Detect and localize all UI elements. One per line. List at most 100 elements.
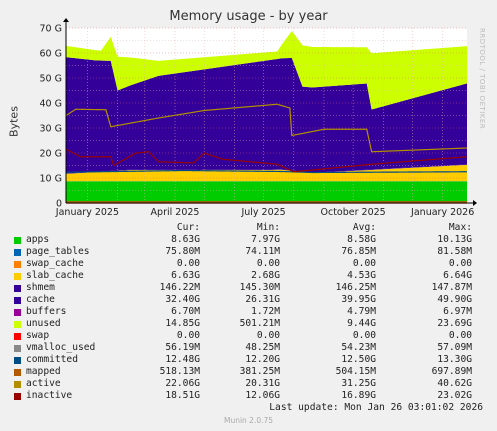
legend-value-min: 2.68G	[251, 270, 280, 281]
legend-label: cache	[26, 294, 55, 305]
legend-value-min: 26.31G	[245, 294, 280, 305]
line-committed	[65, 169, 467, 174]
legend-label: swap_cache	[26, 258, 84, 269]
legend-value-avg: 9.44G	[347, 318, 376, 329]
legend-value-min: 48.25M	[245, 342, 280, 353]
legend-value-cur: 18.51G	[165, 390, 200, 401]
legend-value-avg: 39.95G	[341, 294, 376, 305]
chart-title: Memory usage - by year	[169, 9, 328, 24]
legend-header-min: Min:	[256, 222, 280, 233]
legend-value-min: 0.00	[256, 258, 280, 269]
legend-row-swap: swap 0.00 0.00 0.00 0.00	[0, 330, 497, 342]
legend-label: active	[26, 378, 61, 389]
legend-label: shmem	[26, 282, 55, 293]
tick-labels: 0 10 G 20 G 30 G 40 G 50 G 60 G 70 G January 202…	[40, 24, 475, 219]
legend-value-avg: 12.50G	[341, 354, 376, 365]
legend-swatch	[14, 369, 21, 376]
legend-value-min: 74.11M	[245, 246, 280, 257]
y-tick-label: 70 G	[40, 24, 62, 35]
legend-value-min: 145.30M	[239, 282, 280, 293]
area-cache	[66, 57, 467, 174]
legend-value-max: 57.09M	[437, 342, 472, 353]
x-tick-label: October 2025	[321, 207, 386, 218]
legend-label: apps	[26, 234, 50, 245]
legend-row-mapped: mapped 518.13M 381.25M 504.15M 697.89M	[0, 366, 497, 378]
munin-version: Munin 2.0.75	[223, 416, 274, 425]
legend-header-cur: Cur:	[176, 222, 200, 233]
y-tick-label: 20 G	[40, 149, 62, 160]
legend-label: mapped	[26, 366, 61, 377]
y-tick-label: 0	[56, 199, 62, 210]
legend-label: vmalloc_used	[26, 342, 96, 353]
stacked-areas	[66, 30, 467, 203]
legend-value-max: 6.97M	[443, 306, 472, 317]
x-tick-label: July 2025	[240, 207, 285, 218]
legend-row-apps: apps 8.63G 7.97G 8.58G 10.13G	[0, 234, 497, 246]
legend-value-min: 0.00	[256, 330, 280, 341]
legend-label: page_tables	[26, 246, 90, 257]
legend-value-max: 0.00	[448, 330, 472, 341]
legend-swatch	[14, 237, 21, 244]
legend-swatch	[14, 345, 21, 352]
legend-value-avg: 146.25M	[335, 282, 376, 293]
memory-usage-chart: 0 10 G 20 G 30 G 40 G 50 G 60 G 70 G January 202…	[40, 18, 477, 219]
legend-row-shmem: shmem 146.22M 145.30M 146.25M 147.87M	[0, 282, 497, 294]
x-axis-arrow	[473, 200, 477, 206]
legend-value-max: 697.89M	[431, 366, 472, 377]
legend-row-swap_cache: swap_cache 0.00 0.00 0.00 0.00	[0, 258, 497, 270]
area-unused	[66, 30, 467, 110]
legend-row-cache: cache 32.40G 26.31G 39.95G 49.90G	[0, 294, 497, 306]
legend-value-min: 12.06G	[245, 390, 280, 401]
legend-swatch	[14, 273, 21, 280]
legend-label: slab_cache	[26, 270, 84, 281]
legend-value-cur: 75.80M	[165, 246, 200, 257]
area-apps	[66, 181, 467, 203]
legend-row-buffers: buffers 6.70M 1.72M 4.79M 6.97M	[0, 306, 497, 318]
legend-value-max: 81.58M	[437, 246, 472, 257]
legend-value-cur: 0.00	[176, 258, 200, 269]
legend-value-min: 1.72M	[251, 306, 280, 317]
legend-value-cur: 146.22M	[159, 282, 200, 293]
legend-value-cur: 12.48G	[165, 354, 200, 365]
legend-value-avg: 8.58G	[347, 234, 376, 245]
axes	[63, 18, 477, 206]
legend-value-min: 501.21M	[239, 318, 280, 329]
legend-value-cur: 22.06G	[165, 378, 200, 389]
legend-value-cur: 518.13M	[159, 366, 200, 377]
y-tick-label: 60 G	[40, 49, 62, 60]
legend-label: committed	[26, 354, 78, 365]
y-tick-label: 40 G	[40, 99, 62, 110]
legend-value-max: 23.02G	[437, 390, 472, 401]
legend-value-avg: 31.25G	[341, 378, 376, 389]
legend-value-avg: 54.23M	[341, 342, 376, 353]
legend-value-max: 23.69G	[437, 318, 472, 329]
legend-value-max: 10.13G	[437, 234, 472, 245]
legend-header-avg: Avg:	[352, 222, 376, 233]
legend-value-cur: 6.63G	[171, 270, 200, 281]
y-axis-arrow	[63, 18, 69, 22]
legend-label: buffers	[26, 306, 67, 317]
legend-value-min: 20.31G	[245, 378, 280, 389]
y-tick-label: 10 G	[40, 174, 62, 185]
legend-row-active: active 22.06G 20.31G 31.25G 40.62G	[0, 378, 497, 390]
legend-row-vmalloc_used: vmalloc_used 56.19M 48.25M 54.23M 57.09M	[0, 342, 497, 354]
legend-value-min: 381.25M	[239, 366, 280, 377]
line-inactive	[65, 148, 468, 173]
legend-value-max: 0.00	[448, 258, 472, 269]
legend-label: swap	[26, 330, 50, 341]
legend-swatch	[14, 393, 21, 400]
x-tick-label: January 2026	[410, 207, 474, 218]
legend-value-cur: 14.85G	[165, 318, 200, 329]
legend-value-cur: 0.00	[176, 330, 200, 341]
legend-value-avg: 0.00	[352, 330, 376, 341]
legend-row-unused: unused 14.85G 501.21M 9.44G 23.69G	[0, 318, 497, 330]
legend-swatch	[14, 297, 21, 304]
legend-label: unused	[26, 318, 61, 329]
legend-value-cur: 8.63G	[171, 234, 200, 245]
legend-swatch	[14, 261, 21, 268]
legend-value-max: 49.90G	[437, 294, 472, 305]
legend-swatch	[14, 381, 21, 388]
legend-swatch	[14, 249, 21, 256]
legend-value-max: 40.62G	[437, 378, 472, 389]
legend-swatch	[14, 333, 21, 340]
